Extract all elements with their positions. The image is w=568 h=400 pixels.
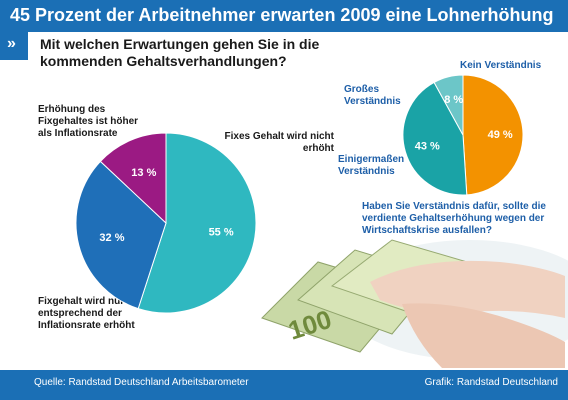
chart2-label-moderate: Einigermaßen Verständnis (338, 154, 405, 177)
pie2-value-label-0: 49 % (488, 129, 513, 141)
pie1-slice-1 (75, 160, 167, 310)
pie1-value-label-2: 13 % (131, 167, 156, 179)
side-marker: » (0, 32, 28, 60)
pie2-slice-2 (433, 74, 464, 136)
pie-chart-understanding: 49 % 43 % 8 % (402, 74, 524, 196)
chart1-label-inflation-higher: Erhöhung des Fixgehaltes ist höher als I… (38, 104, 139, 139)
pie1-slice-2 (99, 132, 167, 225)
pie1-value-label-0: 55 % (209, 227, 234, 239)
chart1-question: Mit welchen Erwartungen gehen Sie in die… (40, 36, 320, 69)
title-bar: 45 Prozent der Arbeitnehmer erwarten 200… (0, 0, 568, 32)
pie2-slice-1 (402, 81, 468, 196)
chevron-double-right-icon: » (7, 35, 16, 52)
chart2-question: Haben Sie Verständnis dafür, sollte die … (362, 201, 546, 236)
pie1-slice-0 (137, 132, 257, 314)
chart2-label-great: Großes Verständnis (344, 84, 401, 107)
banknotes-hands-photo: 100 (261, 239, 568, 368)
pie2-value-label-1: 43 % (415, 140, 440, 152)
chart1-label-not-raised: Fixes Gehalt wird nicht erhöht (224, 131, 334, 154)
chart2-label-none: Kein Verständnis (460, 60, 542, 71)
footer-source: Quelle: Randstad Deutschland Arbeitsbaro… (34, 377, 249, 388)
chart1-label-inflation-only: Fixgehalt wird nur entsprechend der Infl… (38, 296, 135, 331)
pie1-value-label-1: 32 % (99, 232, 124, 244)
page-title: 45 Prozent der Arbeitnehmer erwarten 200… (10, 5, 554, 25)
pie2-value-label-2: 8 % (444, 94, 463, 106)
pie2-slice-0 (462, 74, 524, 196)
footer-credit: Grafik: Randstad Deutschland (424, 377, 558, 388)
footer-bar (0, 370, 568, 400)
pie-chart-salary-expectations: 55 % 32 % 13 % (75, 132, 257, 314)
